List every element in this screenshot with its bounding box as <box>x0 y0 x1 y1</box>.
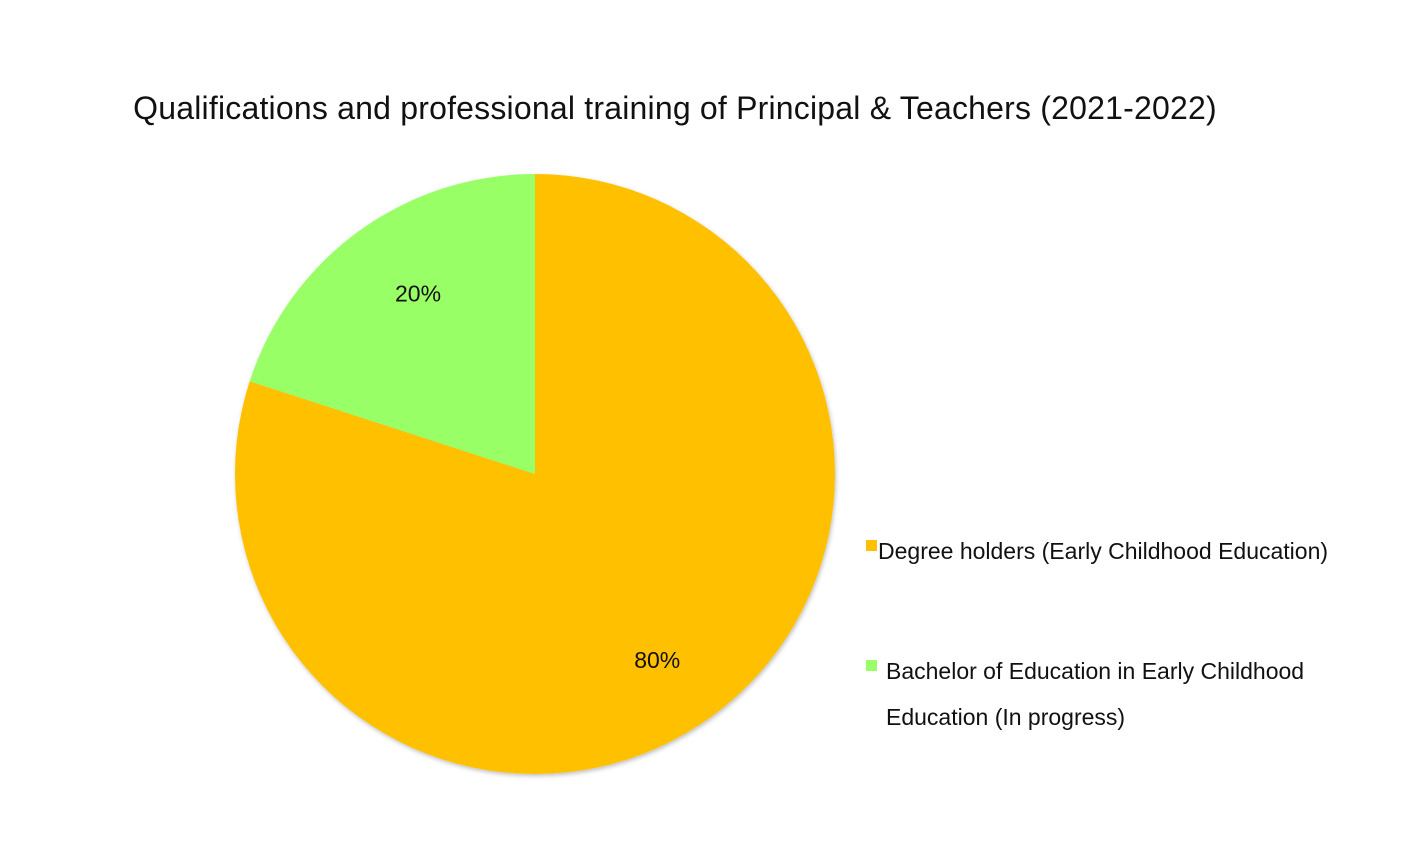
legend-swatch-bachelor-in-progress <box>866 660 877 671</box>
data-label-bachelor-in-progress: 20% <box>395 280 441 306</box>
legend-item-degree-holders: Degree holders (Early Childhood Educatio… <box>864 528 1404 574</box>
chart-legend: Degree holders (Early Childhood Educatio… <box>864 528 1404 740</box>
legend-swatch-degree-holders <box>866 540 877 551</box>
pie-slice-bachelor-in-progress <box>249 174 535 474</box>
data-label-degree-holders: 80% <box>634 647 680 673</box>
legend-item-bachelor-in-progress: Bachelor of Education in Early Childhood… <box>864 648 1404 740</box>
legend-label: Bachelor of Education in Early Childhood… <box>886 658 1305 730</box>
chart-title: Qualifications and professional training… <box>133 90 1217 126</box>
legend-label: Degree holders (Early Childhood Educatio… <box>878 538 1329 564</box>
